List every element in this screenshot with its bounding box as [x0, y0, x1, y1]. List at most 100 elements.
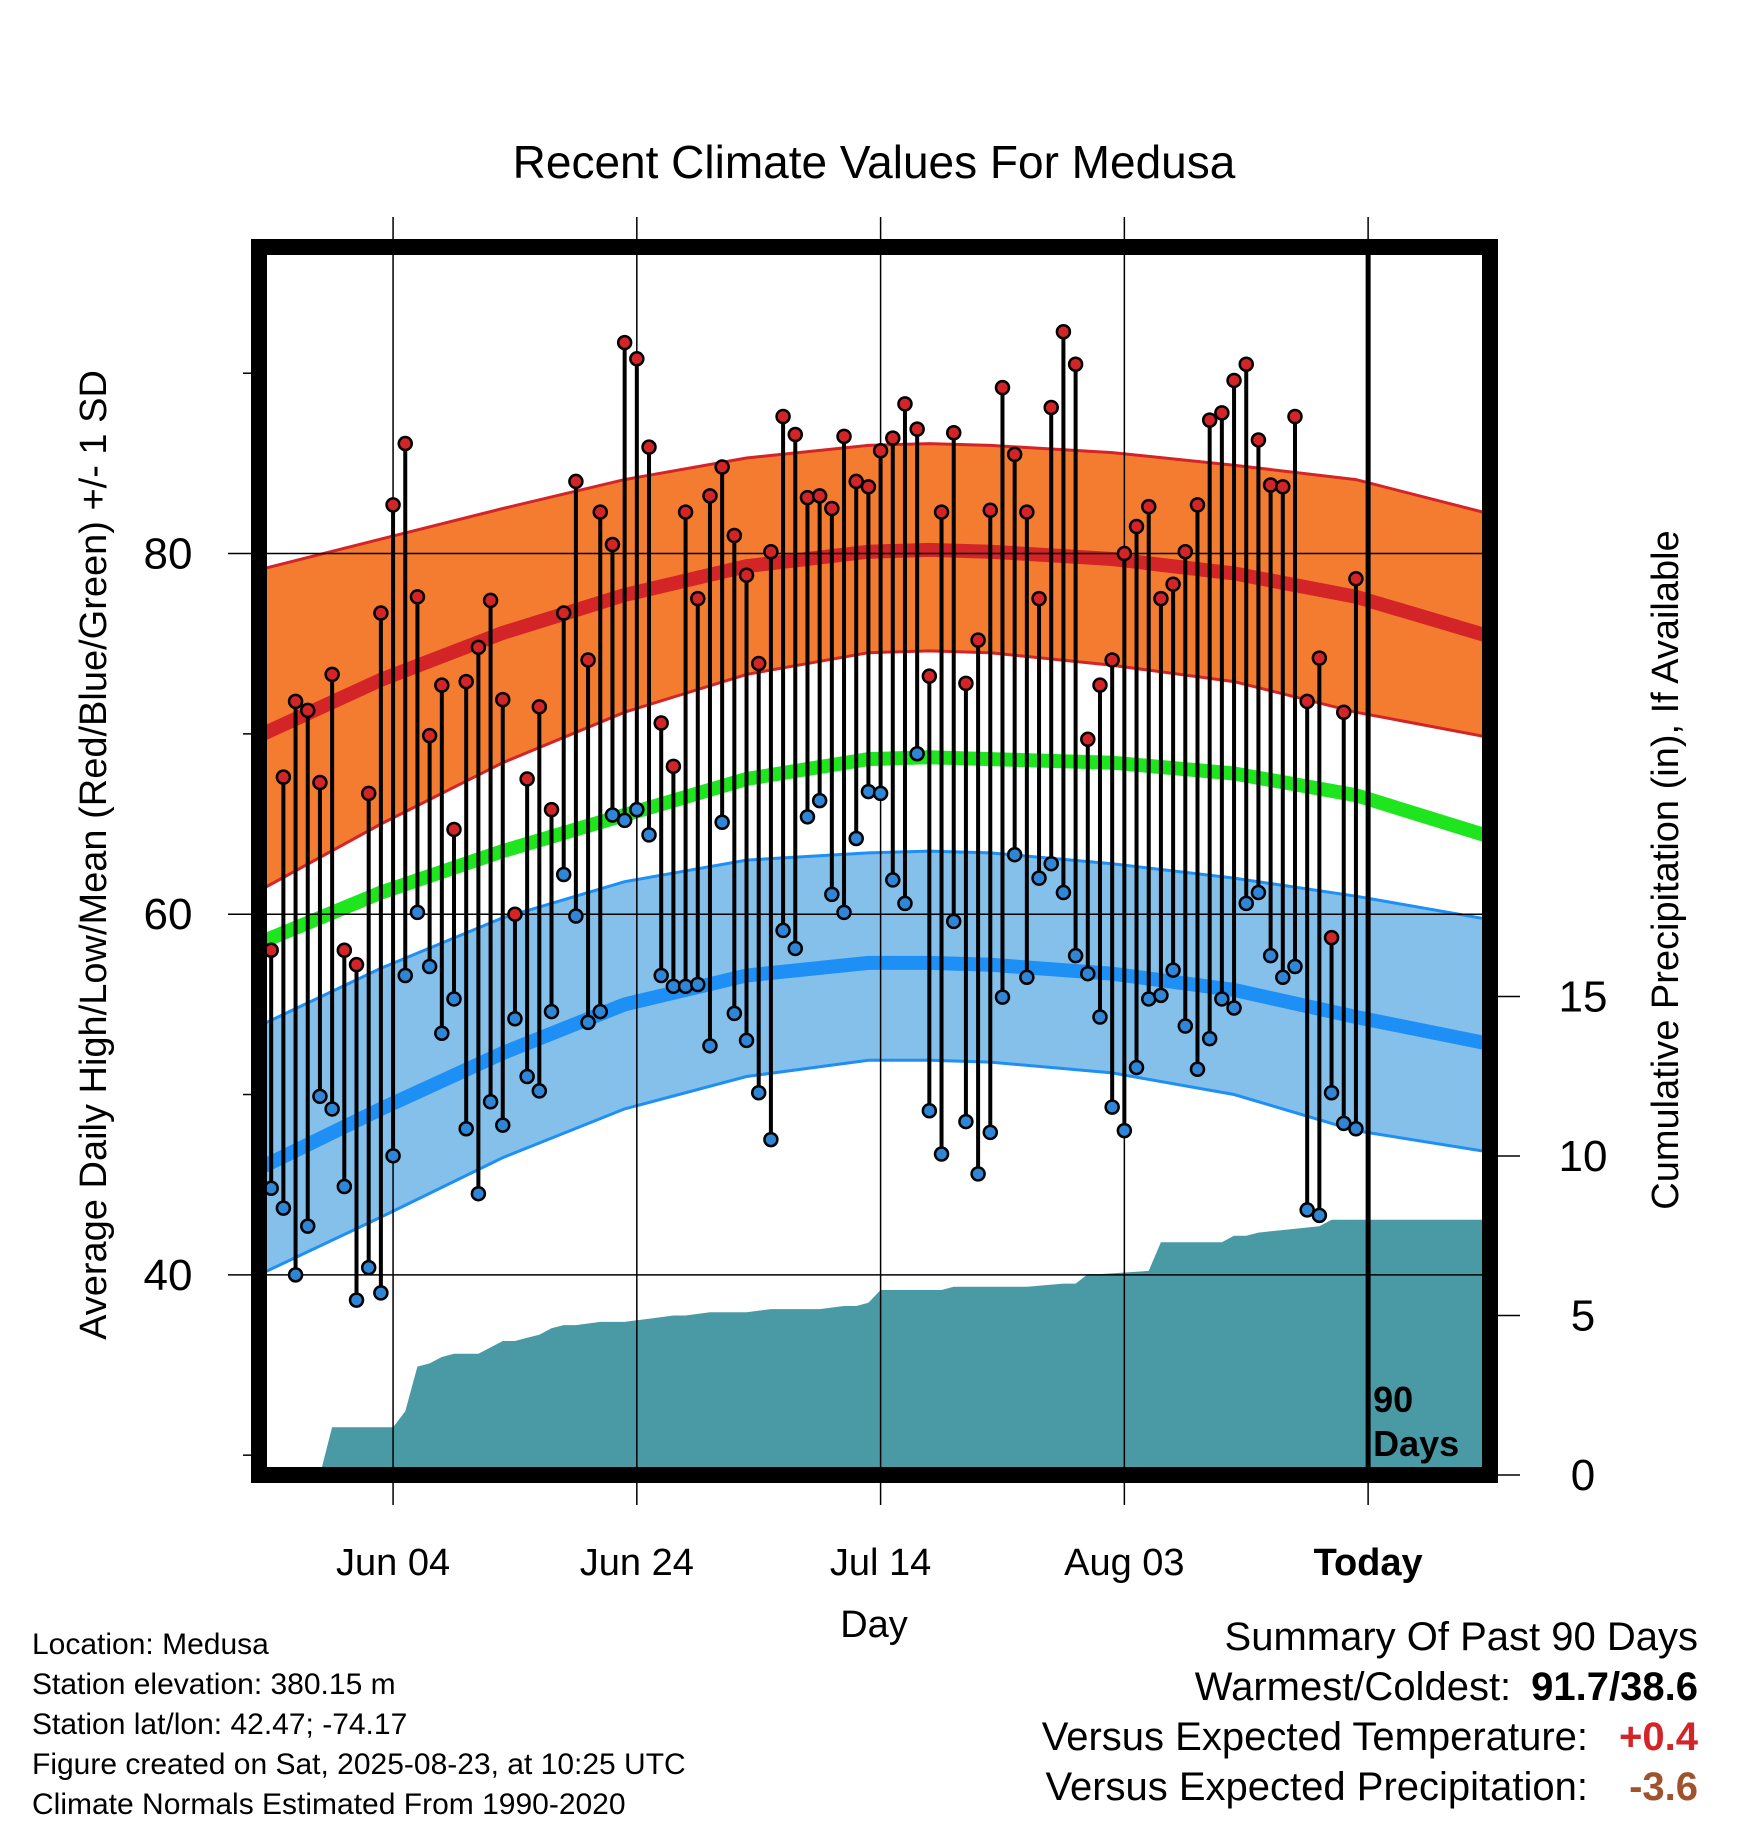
y-axis-label: Average Daily High/Low/Mean (Red/Blue/Gr…: [73, 370, 115, 1340]
daily-low-point: [507, 1011, 523, 1027]
daily-low-point: [677, 978, 694, 995]
precipitation-area-group: [259, 1219, 1490, 1475]
daily-high-point: [446, 821, 462, 838]
daily-high-point: [897, 396, 913, 412]
x-tick-label: Aug 03: [1064, 1542, 1184, 1584]
normal-high-line: [259, 542, 1490, 743]
temperature-label: Versus Expected Temperature:: [1041, 1715, 1588, 1759]
y2-tick-label: 0: [1571, 1451, 1595, 1500]
daily-dots-group: [263, 324, 1364, 1308]
daily-low-point: [275, 1200, 292, 1216]
x-tick-label: Jun 24: [580, 1542, 694, 1584]
daily-low-point: [1201, 1030, 1218, 1047]
y-tick-label: 40: [144, 1251, 193, 1300]
daily-high-point: [1140, 498, 1157, 515]
daily-high-point: [958, 675, 974, 692]
gridlines-group: [259, 247, 1490, 1475]
daily-high-point: [1214, 405, 1230, 421]
daily-high-point: [787, 426, 804, 443]
daily-high-point: [495, 691, 511, 708]
daily-high-point: [360, 785, 377, 802]
daily-low-point: [470, 1185, 487, 1202]
daily-high-point: [1153, 590, 1169, 607]
daily-high-point: [872, 443, 889, 459]
daily-low-point: [982, 1124, 999, 1141]
daily-low-point: [848, 830, 864, 847]
daily-low-point: [775, 922, 791, 939]
daily-low-point: [824, 886, 840, 903]
daily-low-point: [1019, 969, 1035, 986]
daily-low-point: [336, 1178, 353, 1195]
low-sd-band-upper-edge: [259, 849, 1490, 1028]
daily-high-point: [543, 801, 560, 818]
daily-high-point: [1055, 324, 1072, 340]
daily-high-point: [1165, 576, 1181, 592]
daily-low-point: [726, 1005, 743, 1022]
daily-high-point: [275, 769, 292, 785]
daily-low-point: [580, 1014, 596, 1031]
y2-axis-label: Cumulative Precipitation (in), If Availa…: [1645, 530, 1687, 1209]
daily-low-point: [1323, 1084, 1340, 1101]
today-label: 90 Days: [1373, 1379, 1459, 1464]
daily-low-point: [409, 904, 426, 921]
daily-high-point: [763, 543, 779, 560]
daily-low-point: [385, 1148, 401, 1164]
daily-low-point: [592, 1003, 609, 1020]
daily-low-point: [836, 904, 852, 921]
daily-high-point: [482, 592, 499, 609]
daily-low-point: [872, 785, 889, 802]
daily-high-point: [750, 655, 767, 672]
daily-low-point: [1153, 987, 1169, 1004]
daily-low-point: [555, 866, 572, 883]
x-tick-label: Jun 04: [336, 1542, 450, 1584]
daily-low-point: [1299, 1202, 1315, 1218]
daily-high-point: [860, 479, 877, 495]
y-axis-right: 0 5 10 15: [1490, 973, 1607, 1500]
daily-low-point: [1348, 1121, 1364, 1137]
daily-high-point: [1299, 693, 1315, 710]
daily-high-point: [726, 527, 743, 544]
daily-low-point: [1104, 1099, 1120, 1115]
daily-high-point: [1311, 650, 1328, 666]
daily-low-point: [970, 1166, 986, 1182]
daily-high-point: [1006, 446, 1023, 463]
elevation-text: Station elevation: 380.15 m: [32, 1668, 396, 1701]
summary-warmest-coldest-row: Warmest/Coldest: 91.7/38.6: [1042, 1662, 1698, 1712]
y-axis-left: 40 60 80: [144, 372, 259, 1456]
daily-high-point: [434, 677, 450, 693]
daily-high-point: [531, 699, 548, 715]
daily-low-point: [421, 958, 438, 975]
daily-high-point: [1104, 652, 1120, 668]
created-text: Figure created on Sat, 2025-08-23, at 10…: [32, 1748, 686, 1781]
daily-low-point: [1067, 947, 1084, 964]
y-tick-label: 80: [144, 530, 193, 579]
daily-low-point: [300, 1218, 316, 1234]
daily-low-point: [653, 967, 669, 984]
daily-low-point: [885, 872, 901, 888]
daily-low-point: [1177, 1018, 1194, 1034]
x-tick-label: Today: [1314, 1542, 1423, 1584]
daily-high-point: [921, 668, 938, 684]
daily-low-point: [616, 812, 633, 829]
daily-high-point: [811, 488, 828, 504]
daily-low-point: [373, 1285, 389, 1301]
daily-high-point: [1092, 677, 1108, 693]
daily-low-point: [933, 1146, 950, 1162]
daily-low-point: [921, 1102, 938, 1119]
daily-low-point: [958, 1113, 974, 1130]
daily-high-point: [1335, 704, 1352, 720]
daily-low-point: [909, 745, 925, 762]
y2-tick-label: 15: [1559, 973, 1608, 1022]
daily-high-point: [677, 504, 694, 520]
daily-high-point: [397, 435, 414, 452]
daily-high-point: [970, 632, 986, 648]
daily-high-point: [555, 605, 572, 621]
daily-low-point: [1055, 884, 1072, 901]
daily-low-point: [1043, 855, 1059, 872]
daily-high-point: [1189, 497, 1206, 513]
daily-high-point: [641, 439, 657, 455]
normal-mean-line: [259, 750, 1490, 950]
y-tick-label: 60: [144, 890, 193, 939]
daily-high-point: [1226, 372, 1242, 389]
temperature-anomaly-value: +0.4: [1619, 1715, 1698, 1759]
